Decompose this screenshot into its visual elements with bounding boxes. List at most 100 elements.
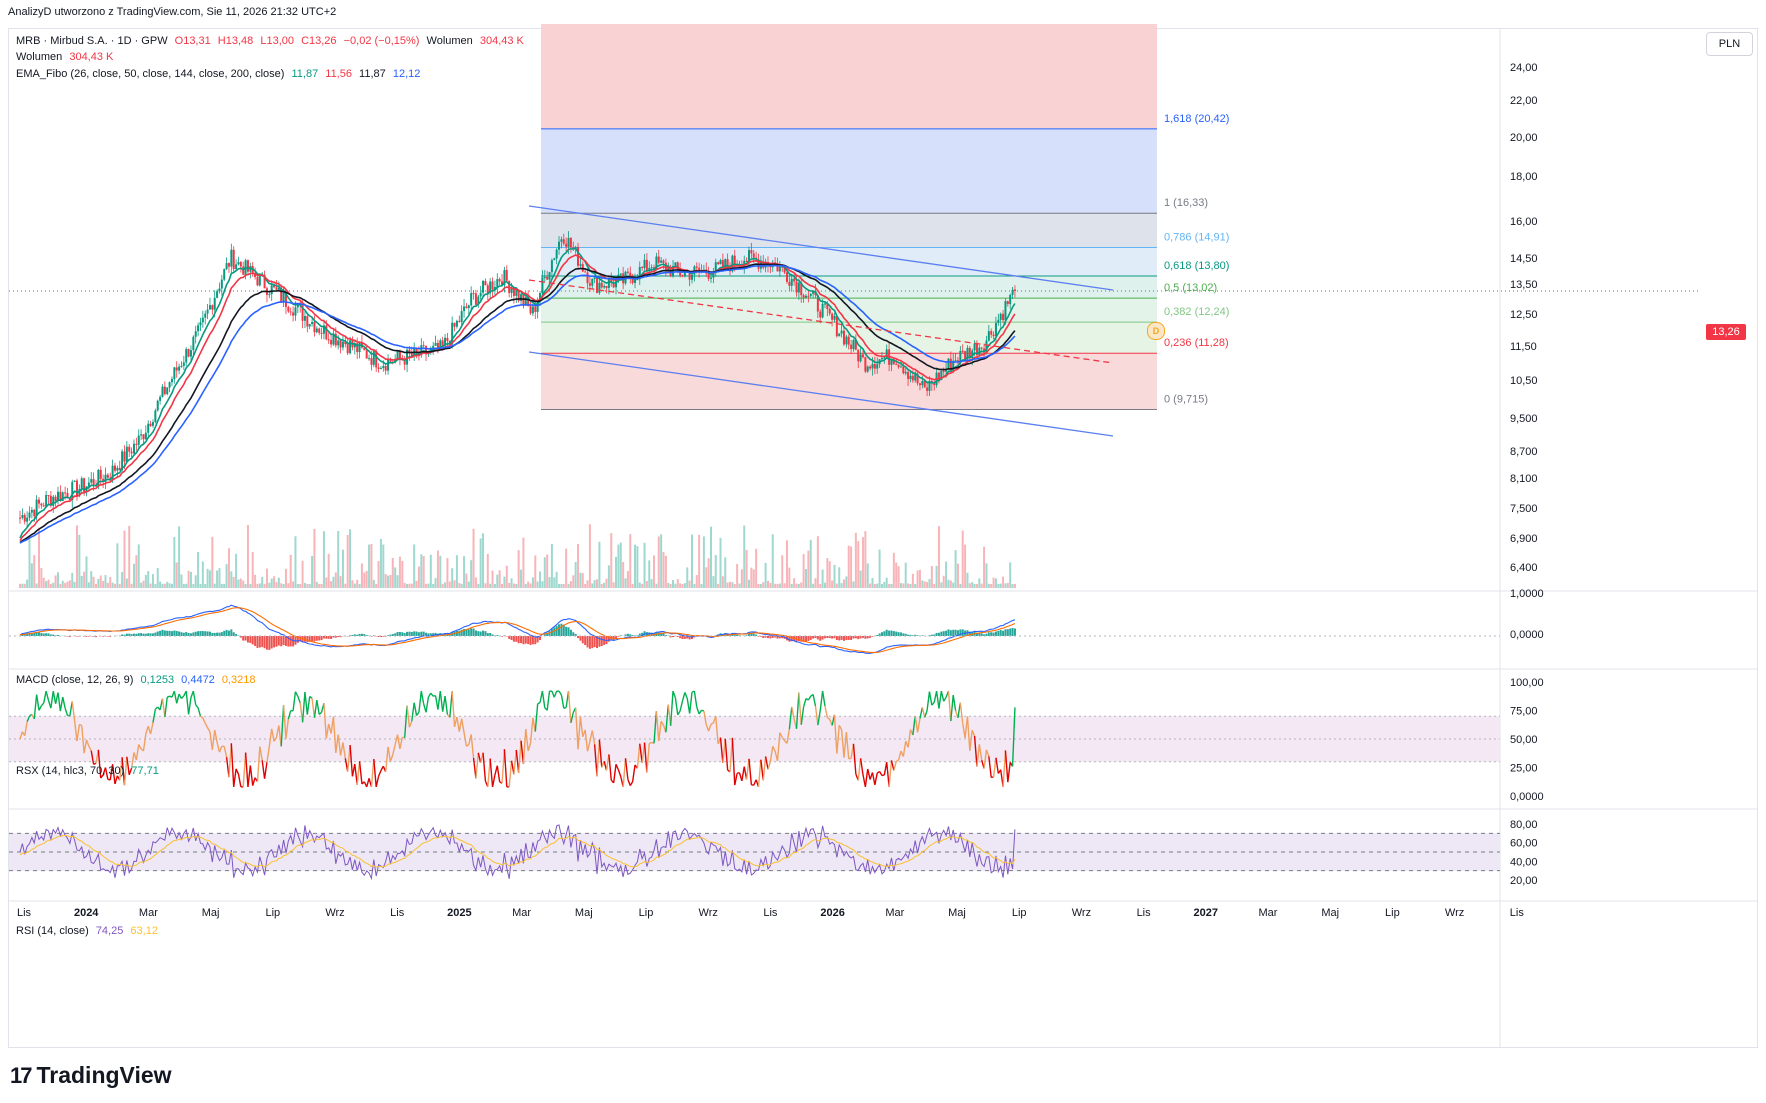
- candle-body: [220, 279, 223, 289]
- candle-body: [968, 347, 971, 359]
- candle-body: [128, 446, 131, 452]
- volume-bar: [125, 578, 128, 588]
- volume-bar: [612, 582, 615, 588]
- candle-body: [387, 359, 390, 371]
- rsx-line-segment: [1002, 750, 1007, 787]
- volume-bar: [565, 548, 568, 588]
- candle-body: [199, 322, 202, 326]
- volume-bar: [268, 582, 271, 588]
- macd-histogram-bar: [588, 636, 591, 649]
- candle-body: [714, 262, 717, 274]
- rsx-line-segment: [256, 746, 261, 782]
- rsx-line-segment: [522, 728, 527, 765]
- macd-histogram-bar: [636, 635, 639, 636]
- volume-bar: [828, 561, 831, 588]
- volume-bar: [439, 555, 442, 588]
- dividend-icon[interactable]: D: [1147, 322, 1165, 340]
- candle-body: [750, 250, 753, 254]
- fib-level-label: 0,382 (12,24): [1164, 306, 1229, 318]
- macd-histogram-bar: [999, 630, 1002, 636]
- rsx-line-segment: [316, 700, 320, 715]
- rsx-line-segment: [757, 759, 762, 787]
- macd-histogram-bar: [420, 631, 423, 636]
- volume-bar: [930, 566, 933, 588]
- rsx-line-segment: [470, 734, 475, 758]
- tradingview-brand[interactable]: 17 TradingView: [10, 1062, 172, 1089]
- ema50-value: 11,56: [325, 68, 352, 80]
- volume-bar: [334, 572, 337, 588]
- time-axis-label: 2027: [1194, 907, 1218, 919]
- volume-bar: [413, 544, 416, 588]
- rsi-value: 74,25: [95, 925, 124, 937]
- volume-bar: [249, 583, 252, 588]
- volume-bar: [660, 534, 663, 588]
- rsx-line-segment: [985, 749, 990, 757]
- candle-body: [674, 262, 677, 267]
- volume-bar: [731, 582, 734, 588]
- candle-body: [230, 249, 233, 267]
- volume-bar: [707, 558, 710, 588]
- candle-body: [482, 280, 485, 293]
- volume-bar: [750, 567, 753, 588]
- ema144-value: 11,87: [359, 68, 386, 80]
- volume-bar: [474, 577, 477, 588]
- rsx-line-segment: [679, 700, 684, 712]
- volume-bar: [199, 583, 202, 588]
- macd-histogram-bar: [230, 629, 233, 636]
- candle-body: [185, 349, 188, 363]
- macd-histogram-bar: [201, 631, 204, 636]
- candle-body: [187, 349, 190, 357]
- volume-bar: [897, 566, 900, 588]
- macd-histogram-bar: [123, 634, 126, 636]
- macd-histogram-bar: [835, 636, 838, 641]
- volume-bar: [87, 582, 90, 588]
- currency-button[interactable]: PLN: [1706, 32, 1753, 56]
- price-axis-label: 18,00: [1510, 171, 1538, 183]
- fib-level-label: 1 (16,33): [1164, 197, 1208, 209]
- candle-body: [106, 474, 109, 478]
- channel-lower-line: [528, 351, 1114, 437]
- macd-histogram-bar: [422, 631, 425, 636]
- volume-bar: [790, 583, 793, 588]
- rsx-line-segment: [45, 690, 50, 701]
- fib-level-label: 1,618 (20,42): [1164, 113, 1229, 125]
- macd-histogram-bar: [306, 636, 309, 643]
- candle-body: [902, 366, 905, 374]
- macd-histogram-bar: [828, 636, 831, 639]
- volume-bar: [812, 583, 815, 588]
- candle-body: [90, 479, 93, 483]
- volume-bar: [543, 557, 546, 588]
- candle-body: [840, 330, 843, 334]
- volume-bar: [182, 583, 185, 588]
- volume-bar: [351, 580, 354, 588]
- volume-bar: [344, 583, 347, 588]
- main-legend: MRB · Mirbud S.A. · 1D · GPW O13,31 H13,…: [16, 34, 528, 49]
- candle-body: [539, 293, 542, 302]
- volume-value: 304,43 K: [69, 51, 114, 63]
- macd-histogram-bar: [755, 634, 758, 636]
- rsx-line-segment: [874, 772, 878, 786]
- macd-histogram-bar: [242, 636, 245, 641]
- volume-bar: [280, 583, 283, 588]
- candle-body: [569, 237, 572, 248]
- macd-histogram-bar: [206, 631, 209, 636]
- macd-histogram-bar: [417, 632, 420, 636]
- volume-bar: [871, 577, 874, 588]
- macd-histogram-bar: [311, 636, 314, 642]
- rsx-line-segment: [403, 705, 408, 738]
- volume-bar: [451, 568, 454, 588]
- volume-bar: [372, 579, 375, 588]
- candle-body: [598, 282, 601, 293]
- macd-histogram-bar: [615, 636, 618, 639]
- price-axis-label: 6,900: [1510, 533, 1538, 545]
- volume-bar: [306, 583, 309, 588]
- candle-body: [992, 334, 995, 337]
- candle-body: [541, 277, 544, 294]
- candle-body: [425, 346, 428, 355]
- volume-bar: [85, 556, 88, 588]
- macd-histogram-bar: [244, 636, 247, 641]
- candle-body: [175, 367, 178, 371]
- volume-bar: [624, 578, 627, 588]
- macd-histogram-bar: [524, 636, 527, 644]
